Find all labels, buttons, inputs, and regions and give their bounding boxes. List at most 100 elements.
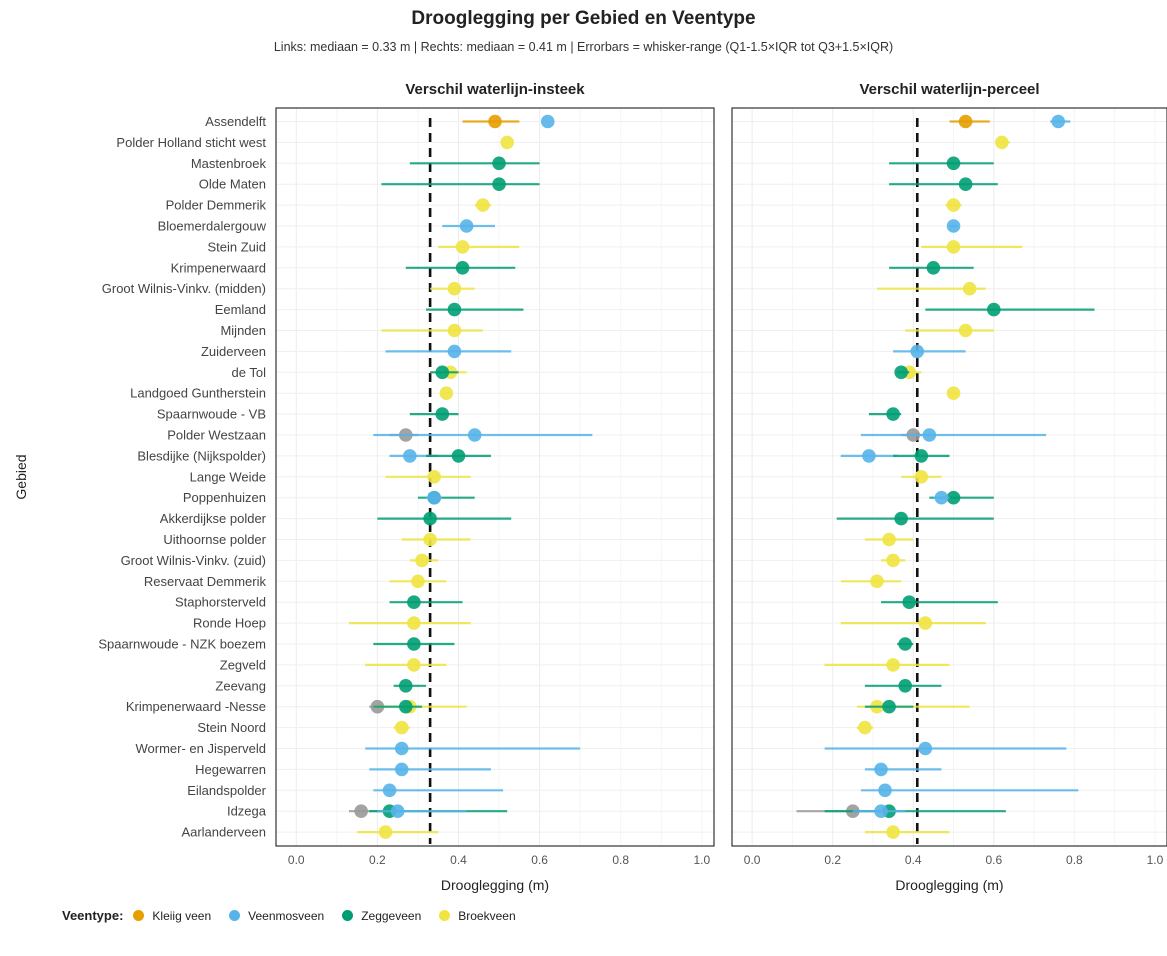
- legend-swatch: [133, 910, 145, 921]
- data-point: [415, 553, 429, 568]
- data-point: [476, 198, 490, 212]
- data-point: [492, 177, 506, 191]
- category-label: Zegveld: [220, 657, 266, 672]
- category-label: Ronde Hoep: [193, 616, 266, 631]
- category-label: Landgoed Guntherstein: [130, 386, 266, 401]
- category-label: Polder Demmerik: [166, 198, 267, 213]
- data-point: [390, 804, 405, 818]
- legend-label: Veenmosveen: [248, 908, 325, 923]
- x-axis-title: Drooglegging (m): [895, 877, 1003, 893]
- data-point: [394, 720, 409, 735]
- data-point: [455, 240, 470, 254]
- category-label: Akkerdijkse polder: [160, 511, 267, 526]
- data-point: [886, 553, 900, 568]
- data-point: [898, 637, 912, 651]
- data-point: [946, 156, 961, 171]
- category-label: Lange Weide: [190, 469, 266, 484]
- legend-item-kleiig-veen: Kleiig veen: [133, 909, 211, 923]
- data-point: [423, 532, 437, 547]
- category-label: Polder Holland sticht west: [116, 135, 266, 150]
- data-point: [946, 386, 961, 401]
- category-label: Zuiderveen: [201, 344, 266, 359]
- data-point: [447, 302, 462, 317]
- category-label: Poppenhuizen: [183, 490, 266, 505]
- data-point: [411, 574, 425, 589]
- data-point: [407, 595, 421, 609]
- x-tick-label: 0.6: [531, 853, 548, 867]
- category-label: Groot Wilnis-Vinkv. (midden): [102, 281, 266, 296]
- data-point: [918, 741, 933, 756]
- category-label: Reservaat Demmerik: [144, 574, 267, 589]
- y-axis-title: Gebied: [13, 454, 29, 499]
- data-point: [423, 511, 437, 526]
- data-point: [987, 302, 1001, 317]
- legend-label: Kleiig veen: [152, 908, 212, 923]
- category-label: Staphorsterveld: [175, 595, 266, 610]
- data-point: [439, 386, 454, 401]
- category-label: Groot Wilnis-Vinkv. (zuid): [121, 553, 266, 568]
- legend-item-veenmosveen: Veenmosveen: [229, 909, 324, 923]
- data-point: [886, 825, 900, 839]
- data-point: [403, 449, 417, 463]
- data-point: [394, 741, 409, 756]
- panel-title: Verschil waterlijn-perceel: [859, 81, 1039, 98]
- data-point: [874, 804, 888, 818]
- data-point: [946, 198, 961, 212]
- category-label: Zeevang: [215, 678, 266, 693]
- data-point: [886, 407, 900, 421]
- legend-swatch: [342, 910, 354, 921]
- data-point: [894, 365, 908, 380]
- data-point: [914, 470, 929, 484]
- data-point: [958, 323, 973, 338]
- data-point: [451, 449, 466, 463]
- data-point: [500, 135, 514, 150]
- legend-label: Zeggeveen: [361, 908, 422, 923]
- data-point: [946, 219, 961, 233]
- data-point: [394, 762, 409, 777]
- legend-label: Broekveen: [458, 908, 516, 923]
- x-tick-label: 1.0: [1147, 853, 1164, 867]
- data-point: [894, 511, 908, 526]
- data-point: [926, 261, 941, 275]
- data-point: [918, 616, 933, 630]
- chart-title: Drooglegging per Gebied en Veentype: [411, 8, 756, 29]
- category-label: Krimpenerwaard -Nesse: [126, 699, 266, 714]
- data-point: [1051, 114, 1066, 129]
- chart-subtitle: Links: mediaan = 0.33 m | Rechts: mediaa…: [273, 40, 894, 54]
- category-label: Eemland: [215, 302, 266, 317]
- x-tick-label: 0.4: [450, 853, 467, 867]
- panel-border: [731, 107, 1167, 847]
- data-point: [934, 490, 949, 505]
- data-point: [354, 804, 368, 818]
- data-point: [874, 762, 888, 777]
- data-point: [407, 616, 421, 630]
- data-point: [946, 240, 961, 254]
- x-tick-label: 0.0: [288, 853, 305, 867]
- data-point: [914, 449, 929, 463]
- data-point: [492, 156, 506, 171]
- x-axis-title: Drooglegging (m): [441, 877, 549, 893]
- category-label: Krimpenerwaard: [171, 260, 266, 275]
- legend-title: Veentype:: [62, 908, 124, 923]
- category-label: Blesdijke (Nijkspolder): [137, 448, 266, 463]
- data-point: [447, 323, 462, 338]
- legend-swatch: [439, 910, 451, 921]
- category-label: Wormer- en Jisperveld: [135, 741, 266, 756]
- data-point: [540, 114, 555, 129]
- data-point: [488, 114, 502, 129]
- legend-item-broekveen: Broekveen: [439, 908, 516, 923]
- category-label: Idzega: [227, 804, 267, 819]
- data-point: [447, 344, 462, 359]
- data-point: [382, 783, 397, 798]
- data-point: [946, 490, 961, 505]
- data-point: [407, 637, 421, 651]
- data-point: [995, 135, 1009, 150]
- data-point: [398, 699, 413, 714]
- data-point: [459, 219, 474, 233]
- x-tick-label: 0.6: [985, 853, 1002, 867]
- data-point: [958, 177, 973, 191]
- panel-border: [275, 107, 715, 847]
- x-tick-label: 0.4: [905, 853, 922, 867]
- category-label: Stein Noord: [197, 720, 266, 735]
- data-point: [882, 532, 896, 547]
